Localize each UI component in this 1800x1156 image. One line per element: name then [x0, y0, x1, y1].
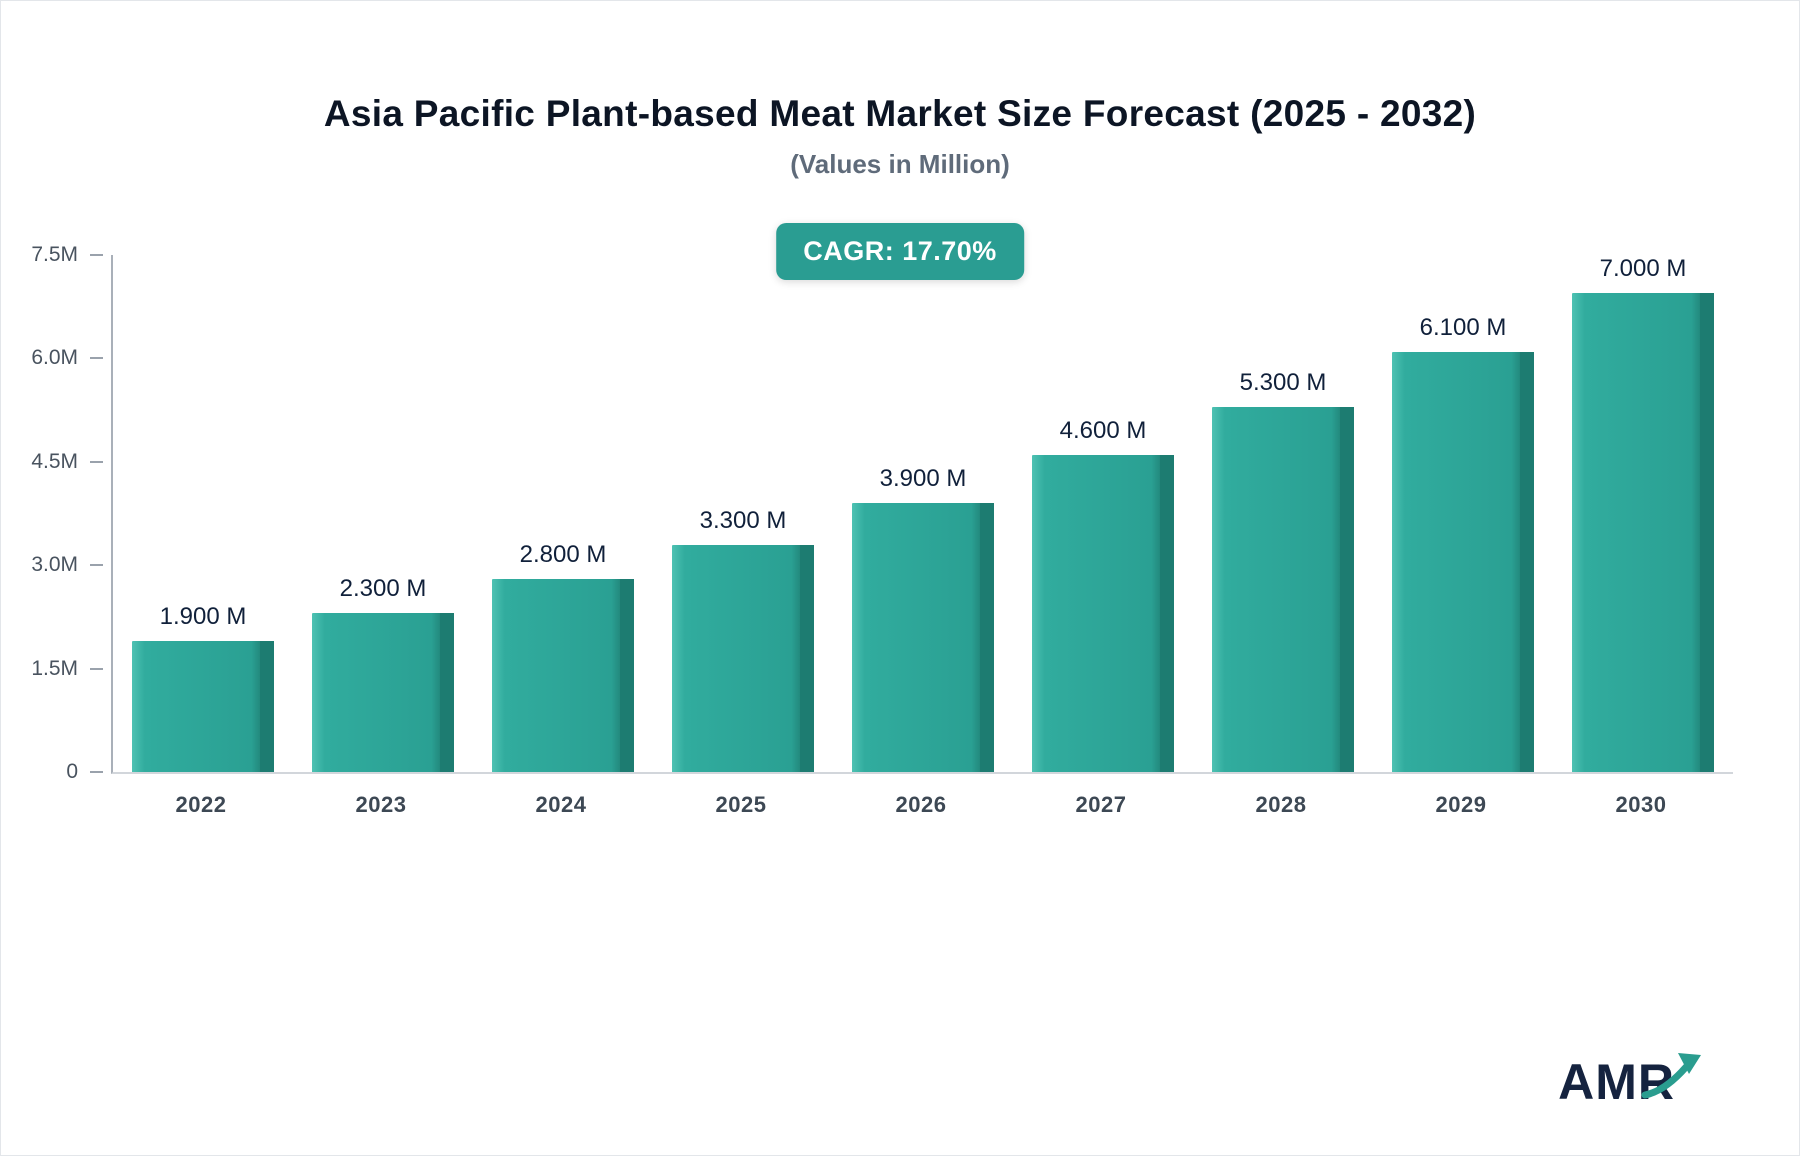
y-axis-tick: 1.5M [31, 657, 103, 681]
bar-value-label: 3.300 M [699, 506, 787, 534]
bar-value-label: 3.900 M [879, 465, 967, 493]
x-axis-label: 2022 [175, 792, 227, 817]
chart-title: Asia Pacific Plant-based Meat Market Siz… [323, 93, 1477, 134]
x-axis-label: 2029 [1435, 792, 1487, 817]
bar [1392, 351, 1534, 772]
x-axis-label: 2030 [1615, 792, 1667, 817]
y-axis-tick-label: 6.0M [31, 346, 78, 370]
bar-value-label: 5.300 M [1239, 368, 1327, 396]
bar-column: 4.600 M [1013, 255, 1193, 772]
y-axis-tick: 3.0M [31, 553, 103, 577]
x-axis-label: 2025 [715, 792, 767, 817]
x-axis-label: 2026 [895, 792, 947, 817]
y-axis-tick-label: 3.0M [31, 553, 78, 577]
bar [852, 503, 994, 772]
bar-column: 3.300 M [653, 255, 833, 772]
bar-value-label: 1.900 M [159, 603, 247, 631]
y-axis-tick-label: 0 [66, 760, 78, 783]
y-axis-tick-label: 4.5M [31, 449, 78, 473]
y-axis-tick-mark [90, 771, 103, 773]
bar-column: 6.100 M [1373, 255, 1553, 772]
bar-value-label: 2.300 M [339, 575, 427, 603]
x-axis: 2022 2023 2024 2025 2026 2027 2028 2029 2030 [111, 774, 1731, 834]
plot-area: 1.900 M 2.300 M 2.800 M 3.300 M 3.900 M 4.600… [31, 243, 1733, 783]
y-axis-tick-mark [90, 357, 103, 360]
y-axis-tick: 7.5M [31, 243, 103, 267]
bar-value-label: 7.000 M [1599, 255, 1687, 282]
y-axis-tick-mark [90, 254, 103, 256]
chart-subtitle: (Values in Million) [790, 149, 1010, 179]
bar [1032, 454, 1174, 772]
bar [1572, 293, 1714, 772]
x-axis-label: 2028 [1255, 792, 1307, 817]
y-axis-tick-label: 7.5M [31, 243, 78, 266]
bar [672, 544, 814, 772]
x-axis-label: 2027 [1075, 792, 1127, 817]
trend-up-arrow-icon [1641, 1053, 1701, 1099]
bar [132, 641, 274, 772]
logo-text: AMR [1558, 1054, 1675, 1110]
y-axis-tick: 6.0M [31, 346, 103, 370]
cagr-badge: CAGR: 17.70% [776, 223, 1024, 280]
bar [1212, 406, 1354, 772]
bars-row: 1.900 M 2.300 M 2.800 M 3.300 M 3.900 M 4.600… [113, 255, 1733, 772]
bar-column: 7.000 M [1553, 255, 1733, 772]
y-axis-tick: 4.5M [31, 450, 103, 474]
bar-value-label: 4.600 M [1059, 416, 1147, 444]
bar-column: 5.300 M [1193, 255, 1373, 772]
bar-value-label: 2.800 M [519, 541, 607, 568]
bar-column: 3.900 M [833, 255, 1013, 772]
y-axis-tick-mark [90, 460, 103, 463]
bar-value-label: 6.100 M [1419, 313, 1507, 341]
y-axis-tick: 0 [66, 760, 103, 784]
bar-column: 2.300 M [293, 255, 473, 772]
y-axis-tick-label: 1.5M [31, 656, 78, 680]
bar-column: 2.800 M [473, 255, 653, 772]
amr-logo: AMR [1558, 1053, 1741, 1111]
y-axis-tick-mark [90, 564, 103, 567]
bar [492, 579, 634, 772]
x-axis-label: 2023 [355, 792, 407, 817]
bar-column: 1.900 M [113, 255, 293, 772]
y-axis-tick-mark [90, 667, 103, 670]
bar [312, 613, 454, 772]
x-axis-label: 2024 [535, 792, 587, 817]
